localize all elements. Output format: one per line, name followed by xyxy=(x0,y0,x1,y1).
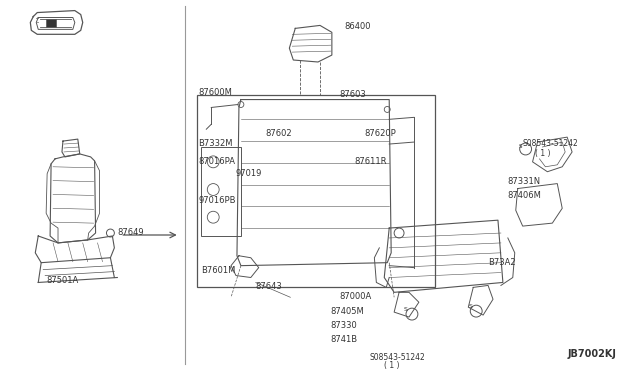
Text: 87600M: 87600M xyxy=(198,88,232,97)
Text: 87016PA: 87016PA xyxy=(198,157,236,166)
Text: 87330: 87330 xyxy=(330,321,356,330)
Bar xyxy=(46,19,56,28)
Text: 8741B: 8741B xyxy=(330,335,357,344)
Text: B73A2: B73A2 xyxy=(488,258,516,267)
Text: 97016PB: 97016PB xyxy=(198,196,236,205)
Bar xyxy=(202,147,241,236)
Text: B7332M: B7332M xyxy=(198,139,233,148)
Text: 87331N: 87331N xyxy=(508,177,541,186)
Text: 87649: 87649 xyxy=(117,228,144,237)
Text: S08543-51242: S08543-51242 xyxy=(369,353,425,362)
Text: B7601M: B7601M xyxy=(202,266,236,275)
Text: 87405M: 87405M xyxy=(330,307,364,316)
Text: 87000A: 87000A xyxy=(340,292,372,301)
Text: S: S xyxy=(404,307,408,312)
Text: 87603: 87603 xyxy=(340,90,367,99)
Text: ( 1 ): ( 1 ) xyxy=(384,360,400,369)
Text: 87643: 87643 xyxy=(256,282,282,291)
Text: S08543-51242: S08543-51242 xyxy=(523,139,579,148)
Text: S: S xyxy=(519,144,522,148)
Text: S: S xyxy=(468,304,472,309)
Text: 87406M: 87406M xyxy=(508,190,541,199)
Text: 86400: 86400 xyxy=(345,22,371,32)
Bar xyxy=(197,94,435,288)
Text: 97019: 97019 xyxy=(236,169,262,178)
Text: ( 1 ): ( 1 ) xyxy=(534,149,550,158)
Text: JB7002KJ: JB7002KJ xyxy=(568,349,616,359)
Text: 87501A: 87501A xyxy=(47,276,79,285)
Text: 87602: 87602 xyxy=(266,129,292,138)
Text: 87611R: 87611R xyxy=(355,157,387,166)
Text: 87620P: 87620P xyxy=(365,129,396,138)
